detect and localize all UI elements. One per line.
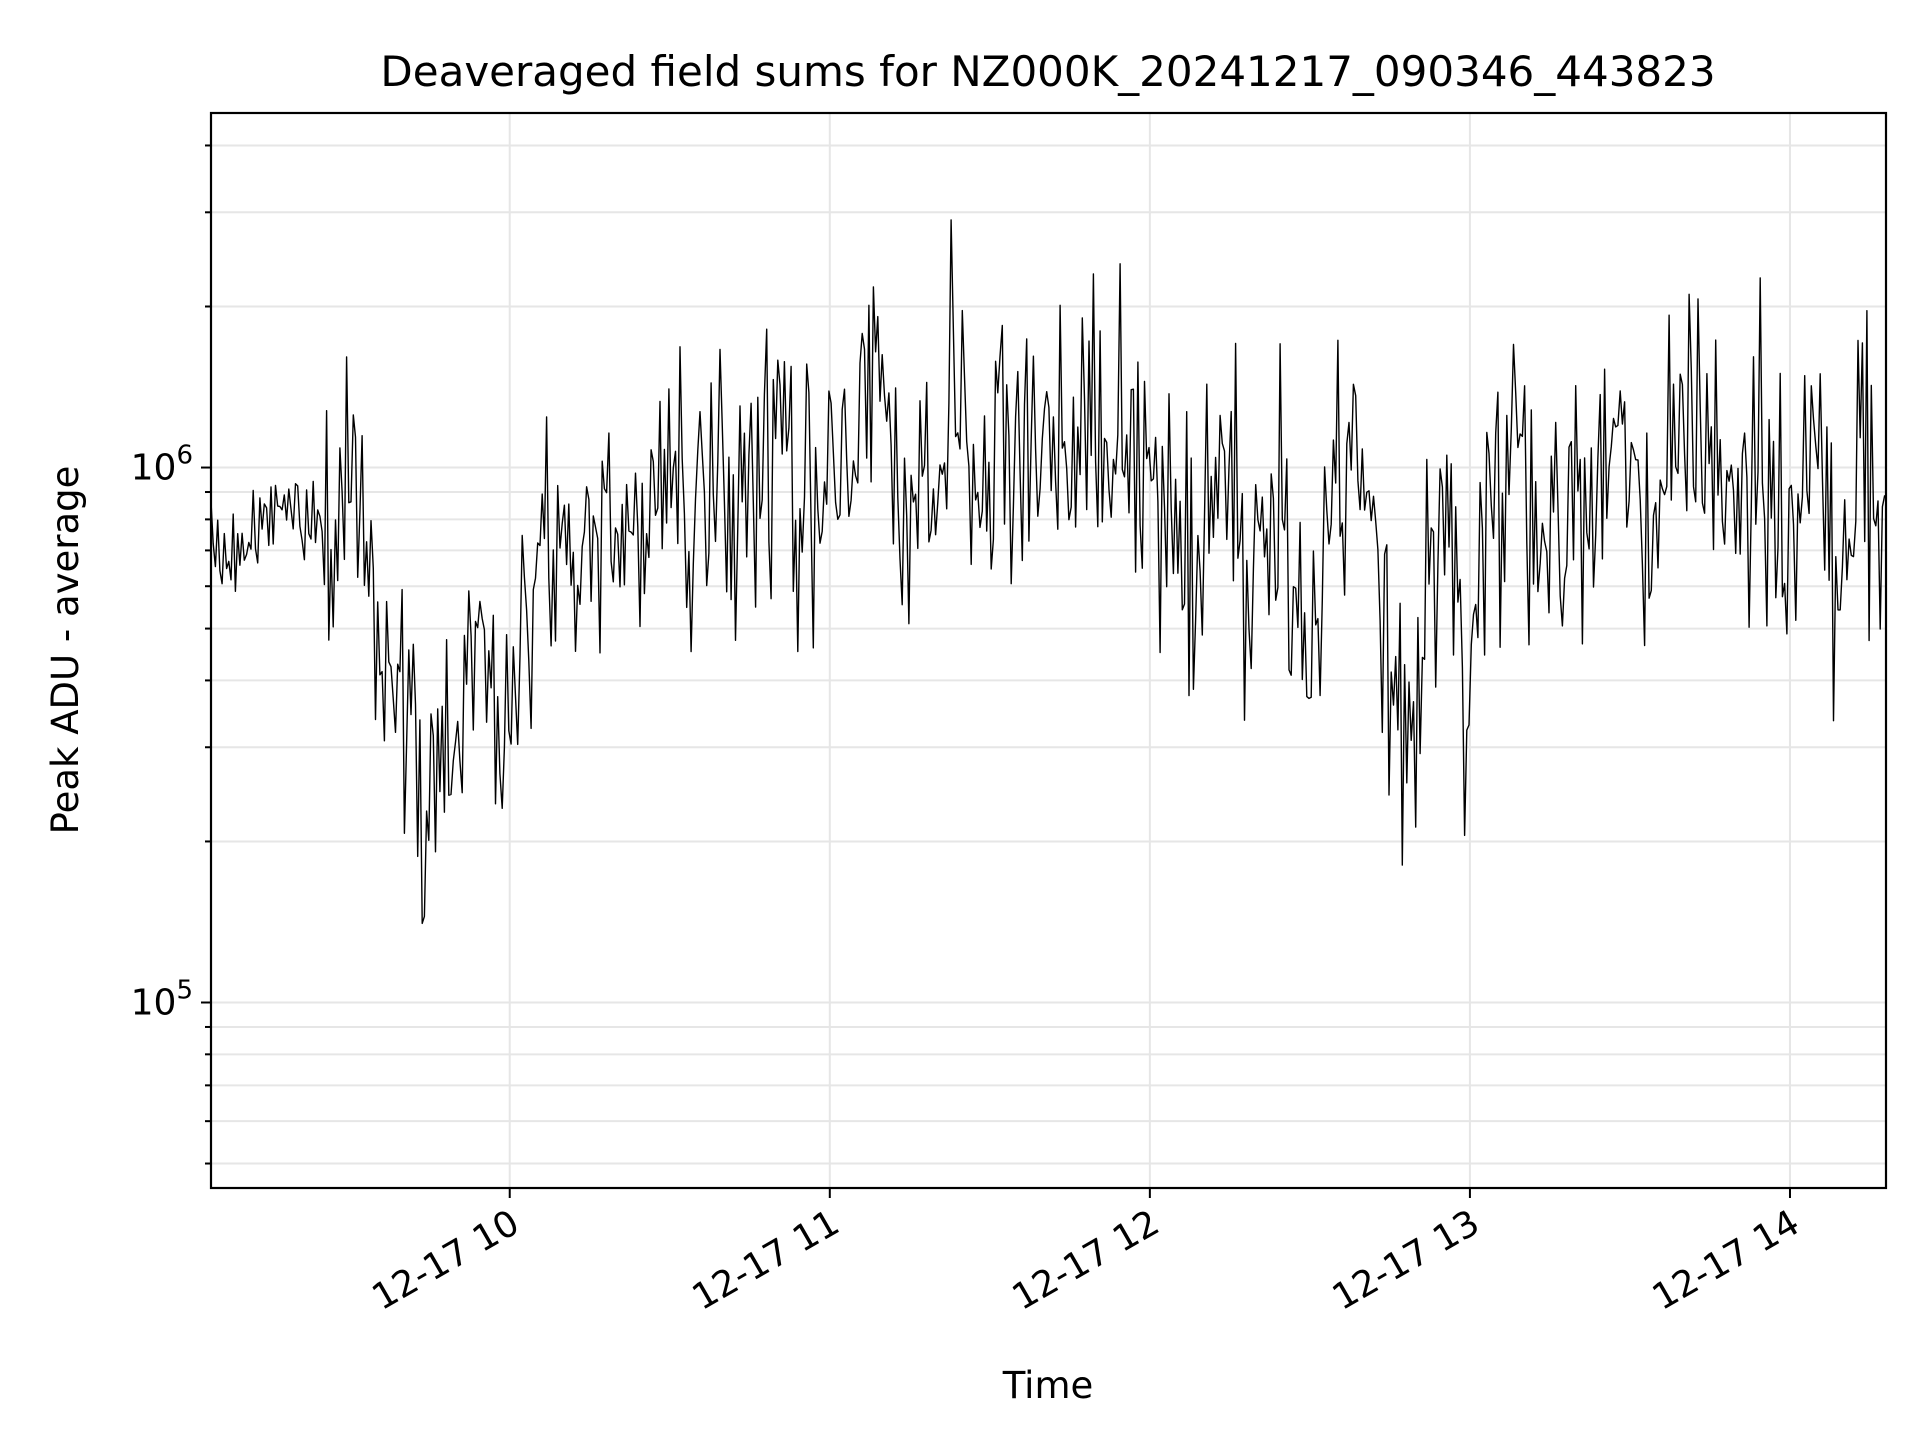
series-line bbox=[210, 219, 1886, 925]
x-axis-label: Time bbox=[1002, 1364, 1094, 1407]
y-tick-label: 106 bbox=[131, 441, 193, 489]
y-axis-label: Peak ADU - average bbox=[44, 466, 87, 835]
y-axis-ticks: 105 106 bbox=[131, 144, 211, 1165]
y-tick-label: 105 bbox=[131, 975, 193, 1023]
chart-title: Deaveraged field sums for NZ000K_2024121… bbox=[380, 47, 1715, 96]
plot-frame bbox=[209, 111, 1888, 1190]
series-layer bbox=[210, 219, 1886, 925]
